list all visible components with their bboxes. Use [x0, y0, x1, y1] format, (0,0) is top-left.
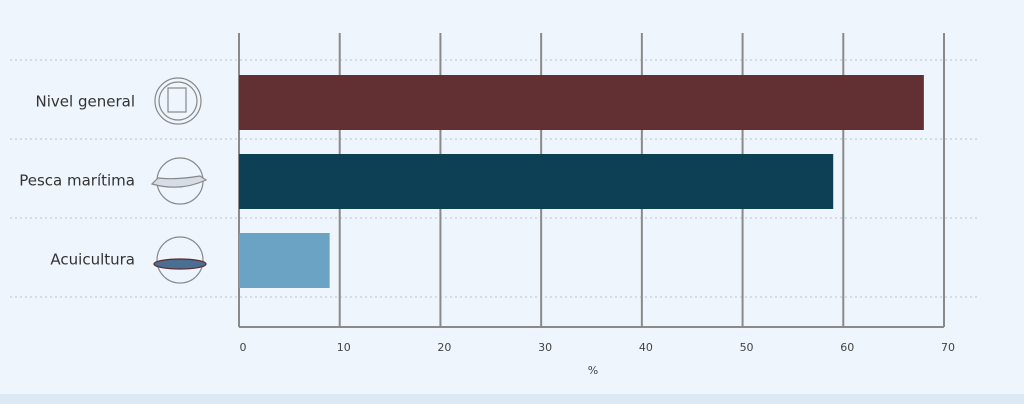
icon: [154, 77, 202, 125]
category-label: Nivel general: [36, 93, 135, 111]
x-tick-label: 50: [740, 341, 754, 354]
icon: [156, 236, 204, 284]
icon: [158, 81, 198, 121]
bar: [239, 233, 330, 288]
icon: [153, 258, 207, 270]
x-tick-label: 30: [538, 341, 552, 354]
x-axis-label: %: [588, 364, 598, 377]
x-tick-label: 20: [437, 341, 451, 354]
bottom-band: [0, 394, 1024, 404]
x-tick-label: 10: [337, 341, 351, 354]
icons: [150, 77, 208, 284]
x-tick-label: 40: [639, 341, 653, 354]
x-tick-label: 0: [240, 341, 247, 354]
icon: [167, 87, 187, 113]
category-label: Pesca marítima: [19, 172, 135, 190]
category-label: Acuicultura: [50, 251, 135, 269]
bar: [239, 75, 924, 130]
x-tick-label: 70: [941, 341, 955, 354]
x-tick-label: 60: [840, 341, 854, 354]
icon: [150, 175, 208, 188]
bar: [239, 154, 834, 209]
